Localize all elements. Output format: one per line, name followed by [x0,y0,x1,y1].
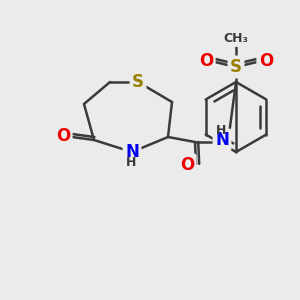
Text: S: S [230,58,242,76]
Text: H: H [126,157,136,169]
Text: S: S [132,73,144,91]
Text: O: O [56,127,70,145]
Text: O: O [199,52,213,70]
Text: O: O [180,156,194,174]
Text: N: N [125,143,139,161]
Text: O: O [259,52,273,70]
Text: CH₃: CH₃ [224,32,248,46]
Text: H: H [216,124,226,136]
Text: N: N [215,131,229,149]
